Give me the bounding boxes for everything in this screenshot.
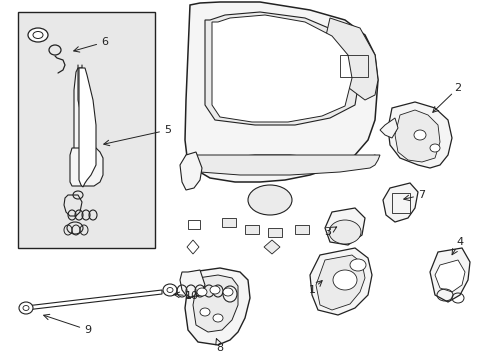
Ellipse shape <box>28 28 48 42</box>
Ellipse shape <box>332 270 356 290</box>
Text: 2: 2 <box>453 83 461 93</box>
Ellipse shape <box>163 284 177 296</box>
Bar <box>187 220 200 229</box>
Polygon shape <box>180 152 202 190</box>
Text: 1: 1 <box>308 285 315 295</box>
Polygon shape <box>185 155 379 175</box>
Ellipse shape <box>213 314 223 322</box>
Text: 3: 3 <box>324 227 331 237</box>
Polygon shape <box>70 148 103 186</box>
Polygon shape <box>325 18 377 100</box>
Polygon shape <box>26 290 162 310</box>
Polygon shape <box>204 12 359 125</box>
Ellipse shape <box>247 185 291 215</box>
Polygon shape <box>382 183 417 222</box>
Ellipse shape <box>19 302 33 314</box>
Bar <box>294 225 308 234</box>
Bar <box>339 55 367 77</box>
Ellipse shape <box>197 288 206 296</box>
Bar <box>391 193 409 213</box>
Polygon shape <box>79 68 96 187</box>
Text: 10: 10 <box>184 291 199 301</box>
Polygon shape <box>379 118 397 138</box>
Ellipse shape <box>413 130 425 140</box>
Ellipse shape <box>223 286 237 302</box>
Polygon shape <box>309 248 371 315</box>
Polygon shape <box>429 248 469 302</box>
Polygon shape <box>434 260 464 292</box>
Bar <box>222 218 236 227</box>
Polygon shape <box>325 208 364 245</box>
Text: 9: 9 <box>84 325 91 335</box>
Polygon shape <box>394 110 439 162</box>
Polygon shape <box>72 155 95 182</box>
Text: 8: 8 <box>216 343 223 353</box>
Ellipse shape <box>429 144 439 152</box>
Ellipse shape <box>349 259 365 271</box>
Text: 7: 7 <box>418 190 425 200</box>
Polygon shape <box>212 15 351 122</box>
Text: 5: 5 <box>164 125 171 135</box>
Polygon shape <box>184 2 377 182</box>
Polygon shape <box>264 240 280 254</box>
Polygon shape <box>193 275 238 332</box>
Ellipse shape <box>209 286 220 294</box>
Ellipse shape <box>328 220 360 244</box>
Polygon shape <box>74 68 86 172</box>
Text: 6: 6 <box>102 37 108 47</box>
Polygon shape <box>387 102 451 168</box>
Polygon shape <box>184 268 249 345</box>
Bar <box>244 225 259 234</box>
Polygon shape <box>180 270 204 298</box>
Ellipse shape <box>223 288 232 296</box>
Text: 4: 4 <box>455 237 463 247</box>
Ellipse shape <box>200 308 209 316</box>
Bar <box>267 228 282 237</box>
Polygon shape <box>315 255 364 310</box>
Bar <box>18 12 155 248</box>
